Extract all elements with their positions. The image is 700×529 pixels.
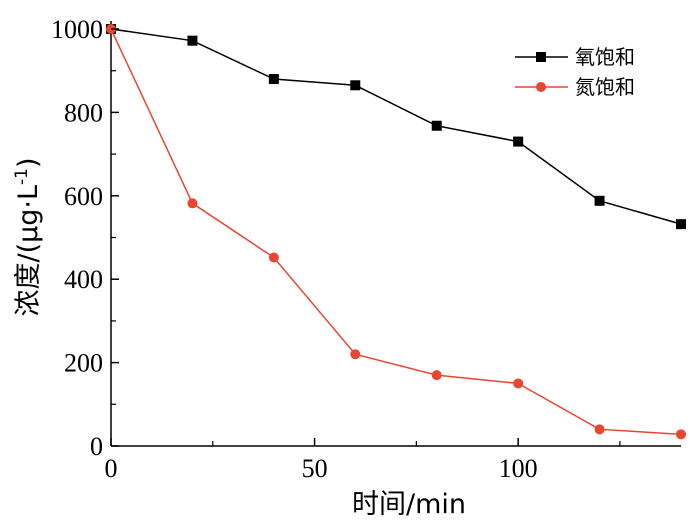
y-tick-label: 1000: [51, 15, 103, 44]
legend-item-1: 氮饱和: [515, 75, 635, 99]
legend-label-0: 氧饱和: [575, 45, 635, 69]
data-point: [676, 219, 686, 230]
data-point: [431, 120, 442, 131]
data-point: [594, 195, 605, 206]
data-point: [268, 252, 279, 263]
y-axis-title: 浓度/(μg·L-1): [12, 157, 44, 316]
y-tick-label: 400: [64, 265, 103, 294]
data-point: [513, 378, 524, 389]
data-point: [268, 74, 279, 85]
data-point: [431, 370, 442, 381]
y-tick-label: 800: [64, 98, 103, 127]
data-point: [676, 429, 686, 440]
x-tick-label: 0: [105, 454, 118, 483]
data-point: [350, 80, 361, 91]
data-point: [187, 198, 198, 209]
data-point: [187, 35, 198, 46]
data-point: [513, 136, 524, 147]
y-tick-label: 200: [64, 349, 103, 378]
legend-item-0: 氧饱和: [515, 45, 635, 69]
data-point: [350, 349, 361, 360]
x-tick-label: 100: [499, 454, 538, 483]
legend: 氧饱和 氮饱和: [515, 45, 635, 99]
series-layer: [106, 24, 686, 440]
x-tick-label: 50: [302, 454, 328, 483]
y-tick-label: 600: [64, 182, 103, 211]
tick-layer: 0 200 400 600 800 1000 0 50 100: [51, 15, 621, 483]
y-tick-label: 0: [90, 432, 103, 461]
series-line-0: [110, 28, 682, 225]
series-line-1: [110, 28, 682, 436]
x-axis-title: 时间/min: [352, 489, 466, 520]
series-1: [106, 24, 686, 440]
data-point: [594, 424, 605, 435]
plot-area: [110, 21, 681, 447]
legend-label-1: 氮饱和: [575, 75, 635, 99]
